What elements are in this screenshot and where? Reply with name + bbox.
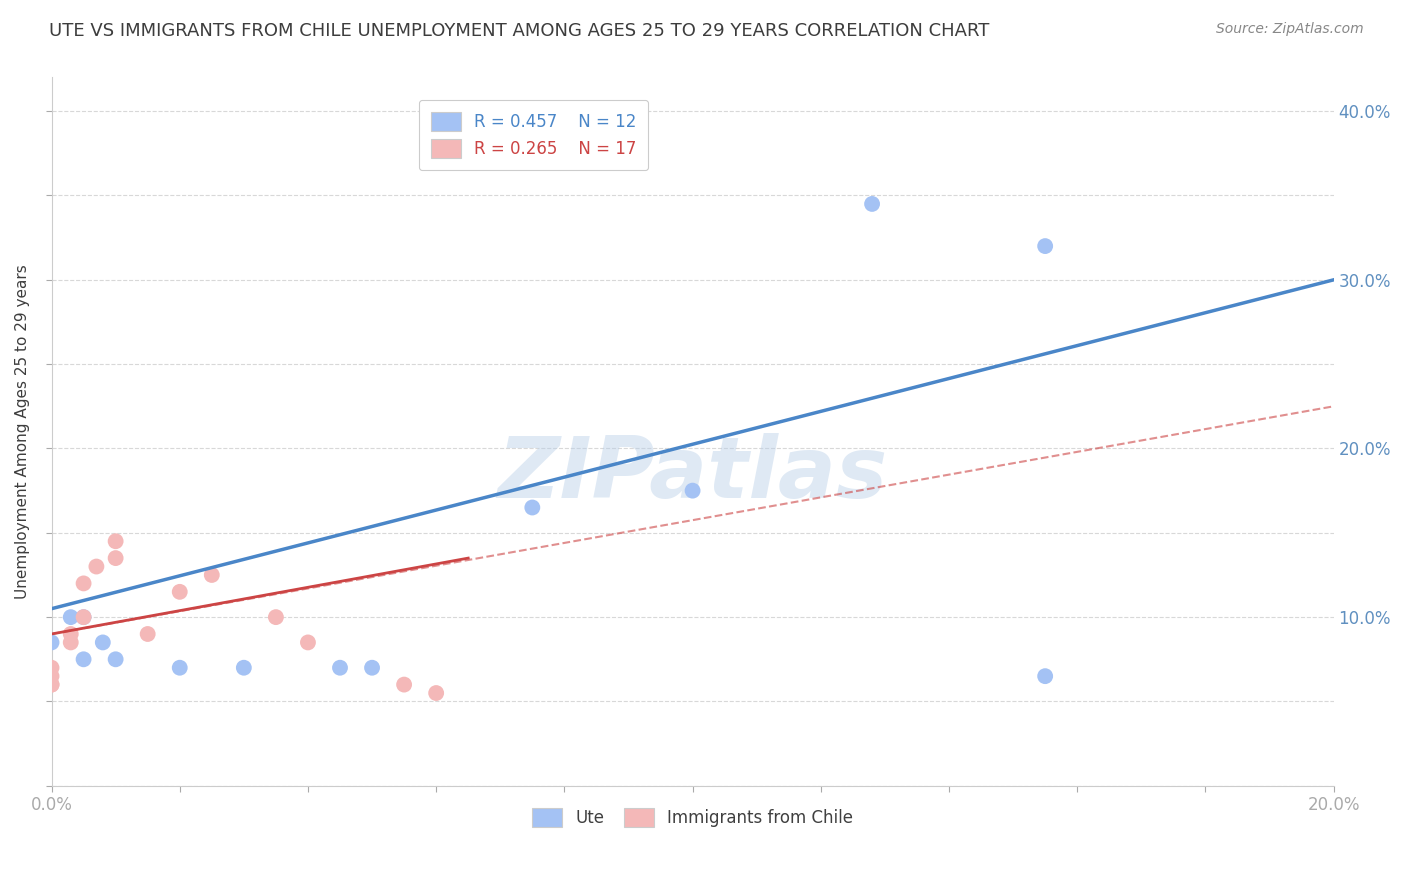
Point	[41, 661, 63, 675]
Point	[104, 551, 127, 566]
Point	[297, 635, 319, 649]
Point	[201, 568, 224, 582]
Point	[682, 483, 704, 498]
Point	[232, 661, 254, 675]
Legend: Ute, Immigrants from Chile: Ute, Immigrants from Chile	[524, 802, 860, 834]
Point	[522, 500, 544, 515]
Point	[41, 669, 63, 683]
Point	[41, 677, 63, 691]
Point	[41, 677, 63, 691]
Point	[104, 652, 127, 666]
Text: UTE VS IMMIGRANTS FROM CHILE UNEMPLOYMENT AMONG AGES 25 TO 29 YEARS CORRELATION : UTE VS IMMIGRANTS FROM CHILE UNEMPLOYMEN…	[49, 22, 990, 40]
Point	[72, 652, 94, 666]
Y-axis label: Unemployment Among Ages 25 to 29 years: Unemployment Among Ages 25 to 29 years	[15, 264, 30, 599]
Point	[860, 197, 883, 211]
Point	[329, 661, 352, 675]
Point	[59, 610, 82, 624]
Text: ZIPatlas: ZIPatlas	[498, 433, 887, 516]
Point	[1033, 239, 1056, 253]
Point	[136, 627, 159, 641]
Point	[392, 677, 415, 691]
Point	[72, 610, 94, 624]
Point	[59, 627, 82, 641]
Point	[41, 635, 63, 649]
Point	[86, 559, 108, 574]
Point	[264, 610, 287, 624]
Point	[169, 661, 191, 675]
Text: Source: ZipAtlas.com: Source: ZipAtlas.com	[1216, 22, 1364, 37]
Point	[72, 610, 94, 624]
Point	[59, 635, 82, 649]
Point	[104, 534, 127, 549]
Point	[72, 576, 94, 591]
Point	[425, 686, 447, 700]
Point	[169, 584, 191, 599]
Point	[91, 635, 114, 649]
Point	[361, 661, 384, 675]
Point	[1033, 669, 1056, 683]
